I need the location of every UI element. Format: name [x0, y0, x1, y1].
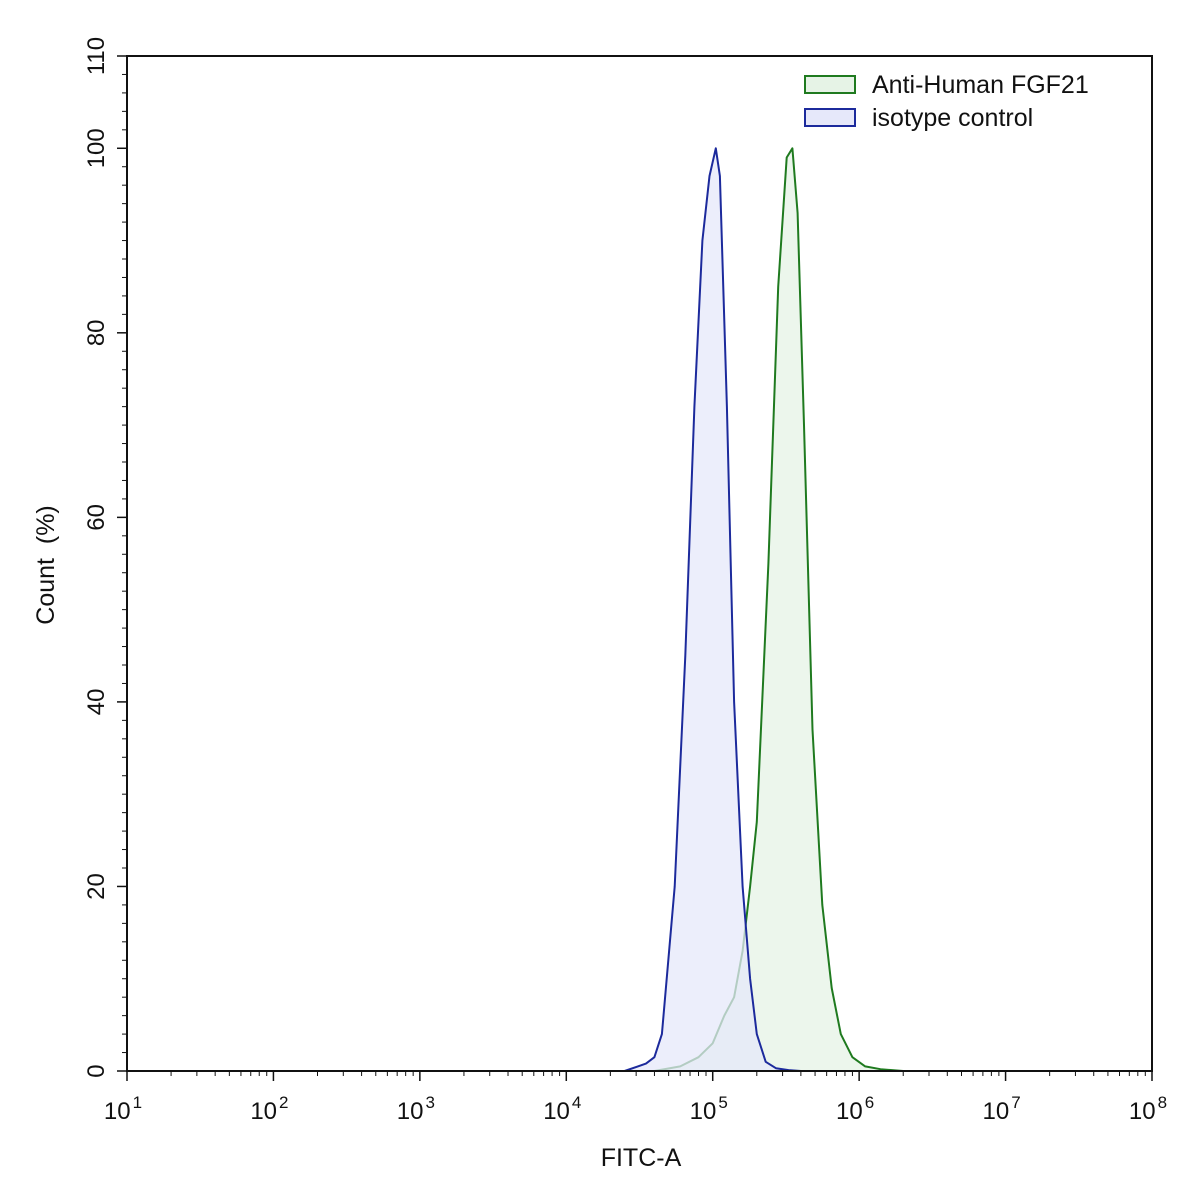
x-tick-label: 10 4 — [543, 1093, 581, 1125]
y-tick-label: 100 — [83, 128, 110, 168]
y-tick-label: 80 — [83, 319, 110, 346]
x-axis: 10 1 10 2 10 3 10 4 10 5 10 6 10 7 10 8 — [104, 1071, 1167, 1125]
legend: Anti-Human FGF21 isotype control — [804, 71, 1089, 132]
x-tick-label: 10 5 — [690, 1093, 728, 1125]
legend-item: Anti-Human FGF21 — [804, 71, 1089, 99]
y-tick-label: 110 — [83, 37, 110, 75]
series-1-area — [654, 148, 904, 1072]
series-2 — [624, 147, 801, 1072]
y-axis: 0 20 40 60 80 100 110 — [83, 37, 127, 1078]
y-axis-title: Count (%) — [32, 505, 60, 624]
x-tick-label: 10 6 — [836, 1093, 874, 1125]
x-tick-label: 10 1 — [104, 1093, 142, 1125]
y-tick-label: 20 — [83, 873, 110, 900]
legend-label: isotype control — [872, 104, 1033, 132]
series-2-line — [624, 147, 801, 1072]
series-2-area — [624, 148, 801, 1072]
plot-frame — [126, 55, 1153, 1072]
x-tick-label: 10 2 — [250, 1093, 288, 1125]
x-axis-title: FITC-A — [601, 1144, 682, 1172]
plot-series — [624, 147, 904, 1072]
y-tick-label: 60 — [83, 504, 110, 531]
y-tick-label: 40 — [83, 689, 110, 716]
legend-swatch — [804, 75, 856, 94]
x-tick-label: 10 7 — [982, 1093, 1020, 1125]
legend-label: Anti-Human FGF21 — [872, 71, 1089, 99]
legend-item: isotype control — [804, 104, 1033, 132]
x-tick-label: 10 3 — [397, 1093, 435, 1125]
y-tick-label: 0 — [83, 1064, 110, 1077]
x-tick-label: 10 8 — [1129, 1093, 1167, 1125]
legend-swatch — [804, 108, 856, 127]
